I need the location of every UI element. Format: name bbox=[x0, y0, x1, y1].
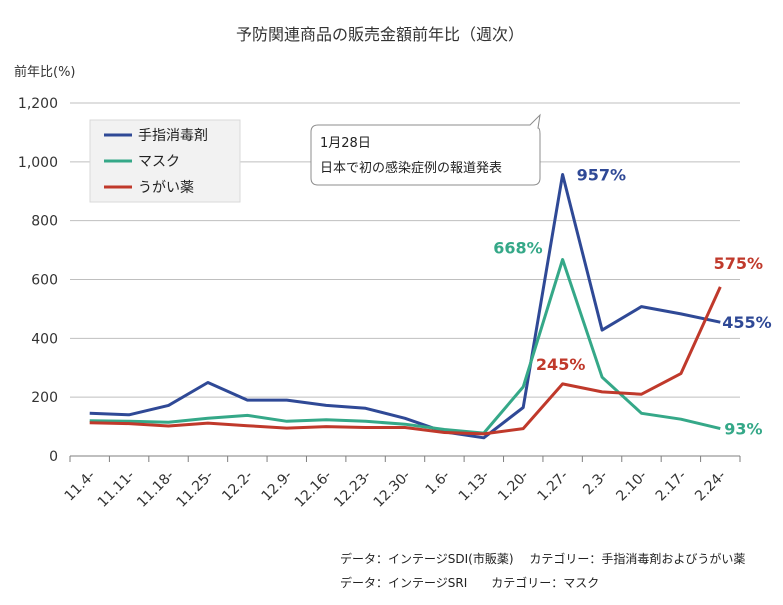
legend-label-mask: マスク bbox=[138, 154, 180, 170]
data-label: 575% bbox=[714, 254, 763, 273]
y-tick-label: 1,200 bbox=[18, 96, 58, 112]
y-tick-label: 0 bbox=[49, 449, 58, 465]
data-label: 668% bbox=[493, 238, 542, 257]
annotation-bubble bbox=[310, 113, 541, 186]
data-labels: 957% 455% 668% 93% 245% 575% bbox=[493, 165, 772, 438]
y-tick-label: 200 bbox=[31, 390, 58, 406]
x-tick-label: 2.3- bbox=[580, 468, 611, 499]
y-tick-label: 400 bbox=[31, 331, 58, 347]
chart-title: 予防関連商品の販売金額前年比（週次） bbox=[236, 25, 524, 44]
x-tick-label: 1.27- bbox=[535, 468, 572, 505]
x-tick-label: 2.10- bbox=[613, 468, 650, 505]
series-line-1 bbox=[89, 258, 721, 435]
x-tick-label: 12.23- bbox=[331, 468, 374, 511]
y-tick-label: 1,000 bbox=[18, 155, 58, 171]
source-note-2: データ：インテージSRI カテゴリー：マスク bbox=[340, 575, 599, 590]
series-line-2 bbox=[89, 286, 722, 436]
legend: 手指消毒剤 マスク うがい薬 bbox=[89, 119, 241, 203]
x-tick-label: 11.4- bbox=[62, 468, 99, 505]
x-tick-label: 1.13- bbox=[456, 468, 493, 505]
series-line-0 bbox=[89, 173, 721, 440]
x-tick-label: 1.6- bbox=[423, 468, 454, 499]
x-tick-label: 12.2- bbox=[219, 468, 256, 505]
source-note-1: データ：インテージSDI(市販薬) カテゴリー：手指消毒剤およびうがい薬 bbox=[340, 551, 745, 566]
data-label: 957% bbox=[577, 165, 626, 184]
x-tick-label: 11.25- bbox=[174, 468, 217, 511]
x-tick-label: 2.17- bbox=[653, 468, 690, 505]
x-tick-label: 11.11- bbox=[95, 468, 138, 511]
y-ticks: 0 200 400 600 800 1,000 1,200 bbox=[18, 96, 58, 465]
y-tick-label: 800 bbox=[31, 214, 58, 230]
x-tick-label: 12.16- bbox=[292, 468, 335, 511]
x-tick-label: 12.9- bbox=[259, 468, 296, 505]
y-tick-label: 600 bbox=[31, 273, 58, 289]
annotation-date: 1月28日 bbox=[320, 136, 371, 151]
x-tick-label: 2.24- bbox=[692, 468, 729, 505]
y-axis-label: 前年比(%) bbox=[14, 64, 76, 80]
x-tick-label: 1.20- bbox=[495, 468, 532, 505]
annotation-text: 日本で初の感染症例の報道発表 bbox=[320, 160, 502, 176]
annotation-callout: 1月28日 日本で初の感染症例の報道発表 bbox=[310, 113, 541, 186]
legend-label-gargle: うがい薬 bbox=[138, 180, 194, 196]
data-label: 93% bbox=[724, 420, 762, 439]
x-tick-label: 11.18- bbox=[134, 468, 177, 511]
x-ticks: 11.4-11.11-11.18-11.25- 12.2- 12.9-12.16-1… bbox=[62, 456, 741, 511]
series-lines bbox=[89, 173, 722, 440]
data-label: 455% bbox=[722, 313, 771, 332]
data-label: 245% bbox=[536, 355, 585, 374]
x-tick-label: 12.30- bbox=[371, 468, 414, 511]
legend-label-hand-sanitizer: 手指消毒剤 bbox=[138, 128, 208, 144]
